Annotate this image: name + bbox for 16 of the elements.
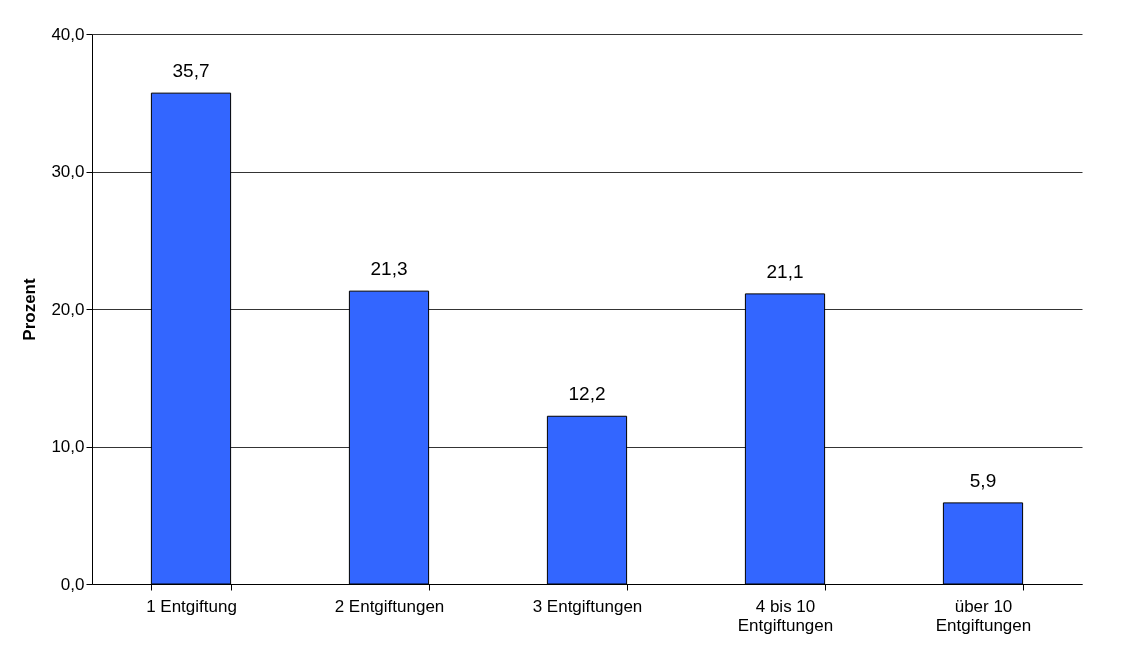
y-axis-title: Prozent	[20, 277, 40, 341]
y-tick-label: 0,0	[60, 574, 85, 594]
data-label: 21,1	[766, 260, 804, 282]
data-label: 12,2	[568, 383, 606, 405]
data-label: 21,3	[370, 258, 408, 280]
x-tick-label: 2 Entgiftungen	[334, 596, 445, 616]
x-tick-label: 1 Entgiftung	[146, 596, 237, 616]
y-tick-label: 30,0	[51, 162, 85, 181]
x-tick-label: über 10 Entgiftungen	[935, 596, 1032, 635]
y-tick-label: 20,0	[51, 299, 85, 319]
y-tick-label: 40,0	[51, 24, 85, 44]
data-label: 5,9	[969, 469, 997, 491]
y-tick-label: 10,0	[51, 437, 85, 456]
data-label: 35,7	[172, 60, 210, 82]
x-tick-label: 4 bis 10 Entgiftungen	[737, 596, 834, 635]
x-tick-label: 3 Entgiftungen	[532, 596, 643, 616]
